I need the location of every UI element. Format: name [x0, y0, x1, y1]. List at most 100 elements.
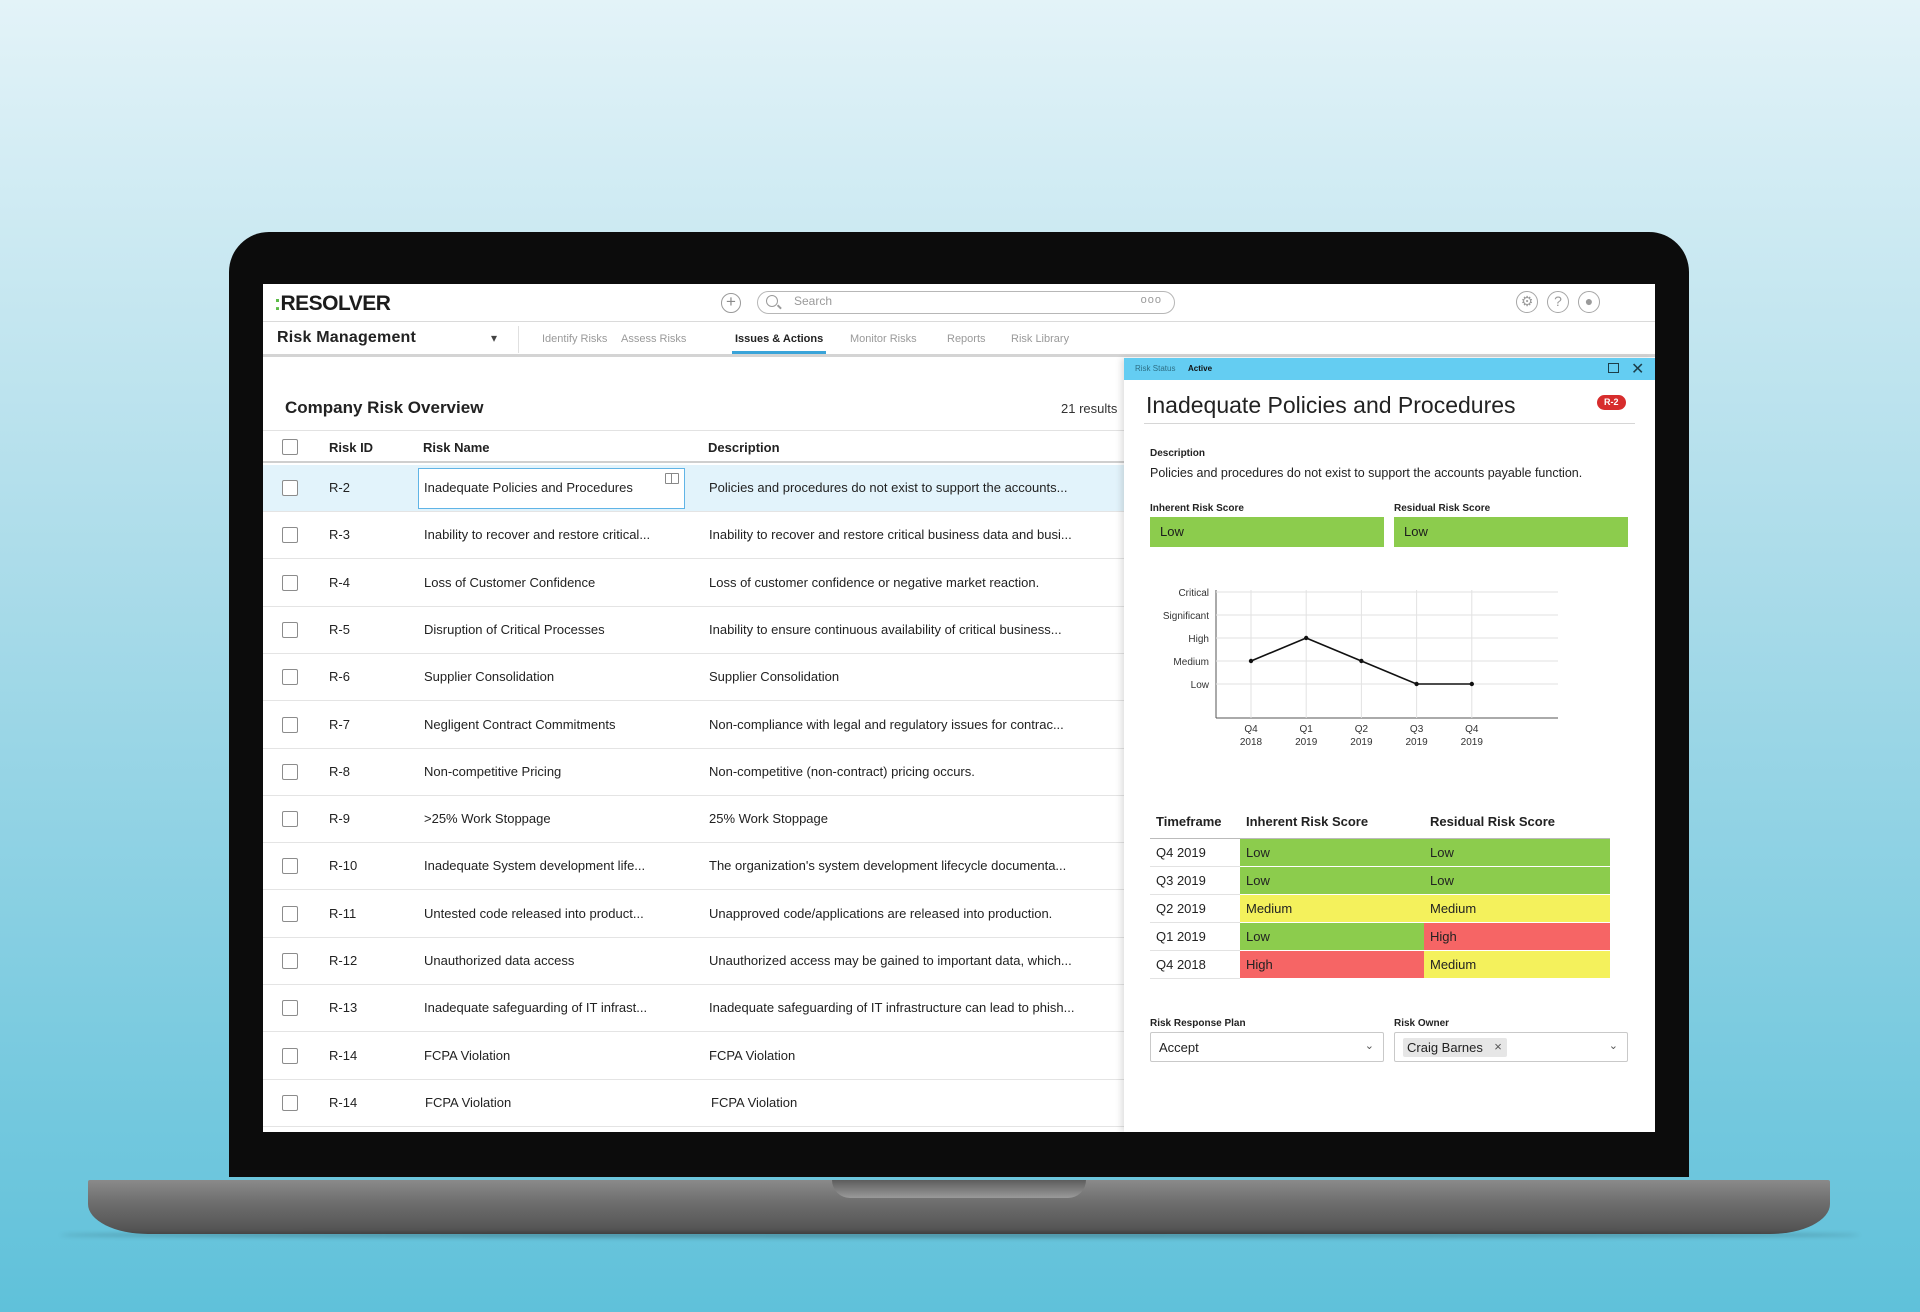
more-options-icon[interactable]: ooo [1140, 294, 1162, 306]
description-label: Description [1150, 448, 1206, 459]
cell-description: Unauthorized access may be gained to imp… [709, 953, 1072, 968]
cell-risk-name[interactable]: Loss of Customer Confidence [424, 574, 596, 590]
active-tab-indicator [732, 351, 826, 354]
chevron-down-icon[interactable]: ▾ [491, 331, 498, 345]
row-checkbox[interactable] [282, 621, 298, 638]
search-icon [766, 295, 778, 307]
gear-icon[interactable]: ⚙ [1516, 291, 1538, 313]
table-row[interactable]: R-14 FCPA Violation FCPA Violation [263, 1033, 1125, 1080]
data-point [1304, 635, 1309, 641]
laptop-shadow [60, 1232, 1860, 1238]
inherent-score-cell: Low [1240, 866, 1424, 895]
risk-detail-panel: Risk Status Active ✕ Inadequate Policies… [1124, 358, 1655, 1132]
description-text: Policies and procedures do not exist to … [1150, 466, 1583, 480]
cell-risk-name[interactable]: Disruption of Critical Processes [424, 621, 605, 637]
tab-monitor-risks[interactable]: Monitor Risks [850, 333, 917, 345]
risk-owner-select[interactable]: Craig Barnes × ⌄ [1394, 1032, 1628, 1062]
table-row[interactable]: R-9 >25% Work Stoppage 25% Work Stoppage [263, 796, 1125, 844]
row-checkbox[interactable] [282, 763, 298, 780]
row-checkbox[interactable] [282, 811, 298, 828]
residual-score-cell: High [1424, 922, 1610, 951]
cell-description: Unapproved code/applications are release… [709, 905, 1053, 921]
cell-risk-name[interactable]: Inadequate Policies and Procedures [424, 480, 633, 495]
table-row[interactable]: R-4 Loss of Customer Confidence Loss of cu… [263, 560, 1125, 607]
cell-description: Non-compliance with legal and regulatory… [709, 716, 1064, 732]
risk-owner-label: Risk Owner [1394, 1018, 1450, 1029]
column-risk-name[interactable]: Risk Name [423, 440, 490, 455]
timeframe-cell: Q3 2019 [1150, 866, 1240, 895]
module-title[interactable]: Risk Management [277, 329, 417, 346]
data-point [1359, 658, 1364, 664]
score-row: Q4 2018 High Medium [1150, 950, 1610, 979]
tab-reports[interactable]: Reports [947, 333, 986, 345]
row-checkbox[interactable] [282, 574, 298, 591]
cell-risk-id: R-10 [329, 858, 358, 874]
column-description[interactable]: Description [708, 440, 780, 455]
cell-risk-id: R-14 [329, 1094, 358, 1110]
search-bar[interactable]: ooo [757, 291, 1175, 314]
table-row[interactable]: R-12 Unauthorized data access Unauthorized… [263, 938, 1125, 985]
cell-risk-name[interactable]: Negligent Contract Commitments [424, 716, 616, 732]
cell-risk-name[interactable]: Inability to recover and restore critica… [424, 527, 651, 543]
risk-trend-chart: Low Medium High Significant Critical Q4 2018 Q1… [1163, 588, 1558, 748]
row-checkbox[interactable] [282, 1000, 298, 1017]
selected-name-cell[interactable] [418, 468, 685, 509]
table-row[interactable]: R-13 Inadequate safeguarding of IT infras… [263, 985, 1125, 1033]
col-residual: Residual Risk Score [1424, 812, 1610, 839]
table-row[interactable]: R-5 Disruption of Critical Processes Inabi… [263, 607, 1125, 654]
remove-owner-icon[interactable]: × [1494, 1039, 1502, 1054]
row-checkbox[interactable] [282, 1047, 298, 1064]
expand-icon[interactable] [665, 473, 679, 484]
cell-risk-name[interactable]: Unauthorized data access [424, 953, 575, 968]
table-row[interactable]: R-8 Non-competitive Pricing Non-competitiv… [263, 749, 1125, 796]
table-row[interactable]: R-10 Inadequate System development life..… [263, 843, 1125, 891]
cell-risk-name[interactable]: >25% Work Stoppage [424, 811, 551, 827]
tab-risk-library[interactable]: Risk Library [1011, 333, 1070, 345]
table-row[interactable]: R-3 Inability to recover and restore crit… [263, 512, 1125, 560]
help-icon[interactable]: ? [1547, 291, 1569, 313]
row-checkbox[interactable] [282, 716, 298, 733]
cell-risk-name[interactable]: Non-competitive Pricing [424, 763, 562, 779]
tab-issues-actions[interactable]: Issues & Actions [735, 333, 824, 345]
user-icon[interactable]: ● [1578, 291, 1600, 313]
select-all-checkbox[interactable] [282, 439, 298, 455]
cell-risk-name[interactable]: Supplier Consolidation [424, 669, 555, 685]
title-divider [1144, 423, 1635, 424]
cell-risk-name[interactable]: Inadequate System development life... [424, 858, 646, 874]
table-row[interactable]: R-6 Supplier Consolidation Supplier Consol… [263, 654, 1125, 702]
table-row[interactable]: R-11 Untested code released into product.… [263, 891, 1125, 938]
nav-divider [518, 326, 519, 353]
table-row[interactable]: R-14 FCPA Violation FCPA Violation [263, 1080, 1125, 1127]
row-checkbox[interactable] [282, 1094, 298, 1111]
row-checkbox[interactable] [282, 858, 298, 875]
tab-assess-risks[interactable]: Assess Risks [621, 333, 687, 345]
logo-text: RESOLVER [280, 292, 391, 315]
cell-description: Policies and procedures do not exist to … [709, 480, 1068, 495]
close-icon[interactable]: ✕ [1631, 361, 1645, 378]
data-point [1414, 681, 1419, 687]
popout-icon[interactable] [1608, 363, 1619, 373]
logo-prefix: : [274, 292, 281, 315]
response-plan-select[interactable]: Accept ⌄ [1150, 1032, 1384, 1062]
search-input[interactable] [794, 294, 1094, 308]
cell-risk-name[interactable]: Inadequate safeguarding of IT infrast... [424, 1000, 648, 1016]
row-checkbox[interactable] [282, 905, 298, 922]
cell-risk-name[interactable]: FCPA Violation [425, 1094, 512, 1110]
table-row[interactable]: R-2 Inadequate Policies and Procedures Pol… [263, 465, 1125, 512]
cell-risk-id: R-13 [329, 1000, 358, 1016]
row-checkbox[interactable] [282, 527, 298, 544]
cell-risk-name[interactable]: FCPA Violation [424, 1047, 511, 1063]
row-checkbox[interactable] [282, 480, 298, 496]
column-risk-id[interactable]: Risk ID [329, 440, 374, 455]
tab-identify-risks[interactable]: Identify Risks [542, 333, 608, 345]
resolver-logo[interactable]: :RESOLVER [274, 292, 391, 316]
cell-risk-id: R-8 [329, 763, 350, 779]
col-timeframe: Timeframe [1150, 812, 1240, 839]
data-point [1248, 658, 1254, 664]
row-checkbox[interactable] [282, 953, 298, 969]
row-checkbox[interactable] [282, 669, 298, 686]
cell-risk-name[interactable]: Untested code released into product... [424, 905, 644, 921]
add-icon[interactable]: + [721, 293, 741, 313]
x-tick-quarter: Q4 [1465, 724, 1479, 735]
table-row[interactable]: R-7 Negligent Contract Commitments Non-com… [263, 702, 1125, 749]
